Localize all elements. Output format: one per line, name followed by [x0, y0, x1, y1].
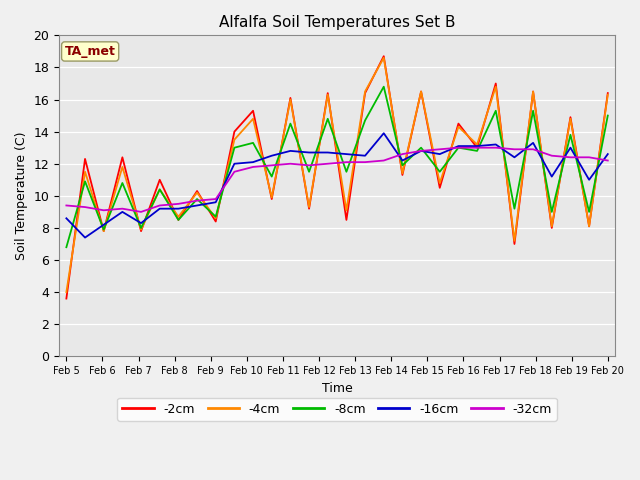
Legend: -2cm, -4cm, -8cm, -16cm, -32cm: -2cm, -4cm, -8cm, -16cm, -32cm	[117, 398, 557, 420]
Title: Alfalfa Soil Temperatures Set B: Alfalfa Soil Temperatures Set B	[219, 15, 455, 30]
Y-axis label: Soil Temperature (C): Soil Temperature (C)	[15, 132, 28, 260]
X-axis label: Time: Time	[322, 382, 353, 395]
Text: TA_met: TA_met	[65, 45, 116, 58]
